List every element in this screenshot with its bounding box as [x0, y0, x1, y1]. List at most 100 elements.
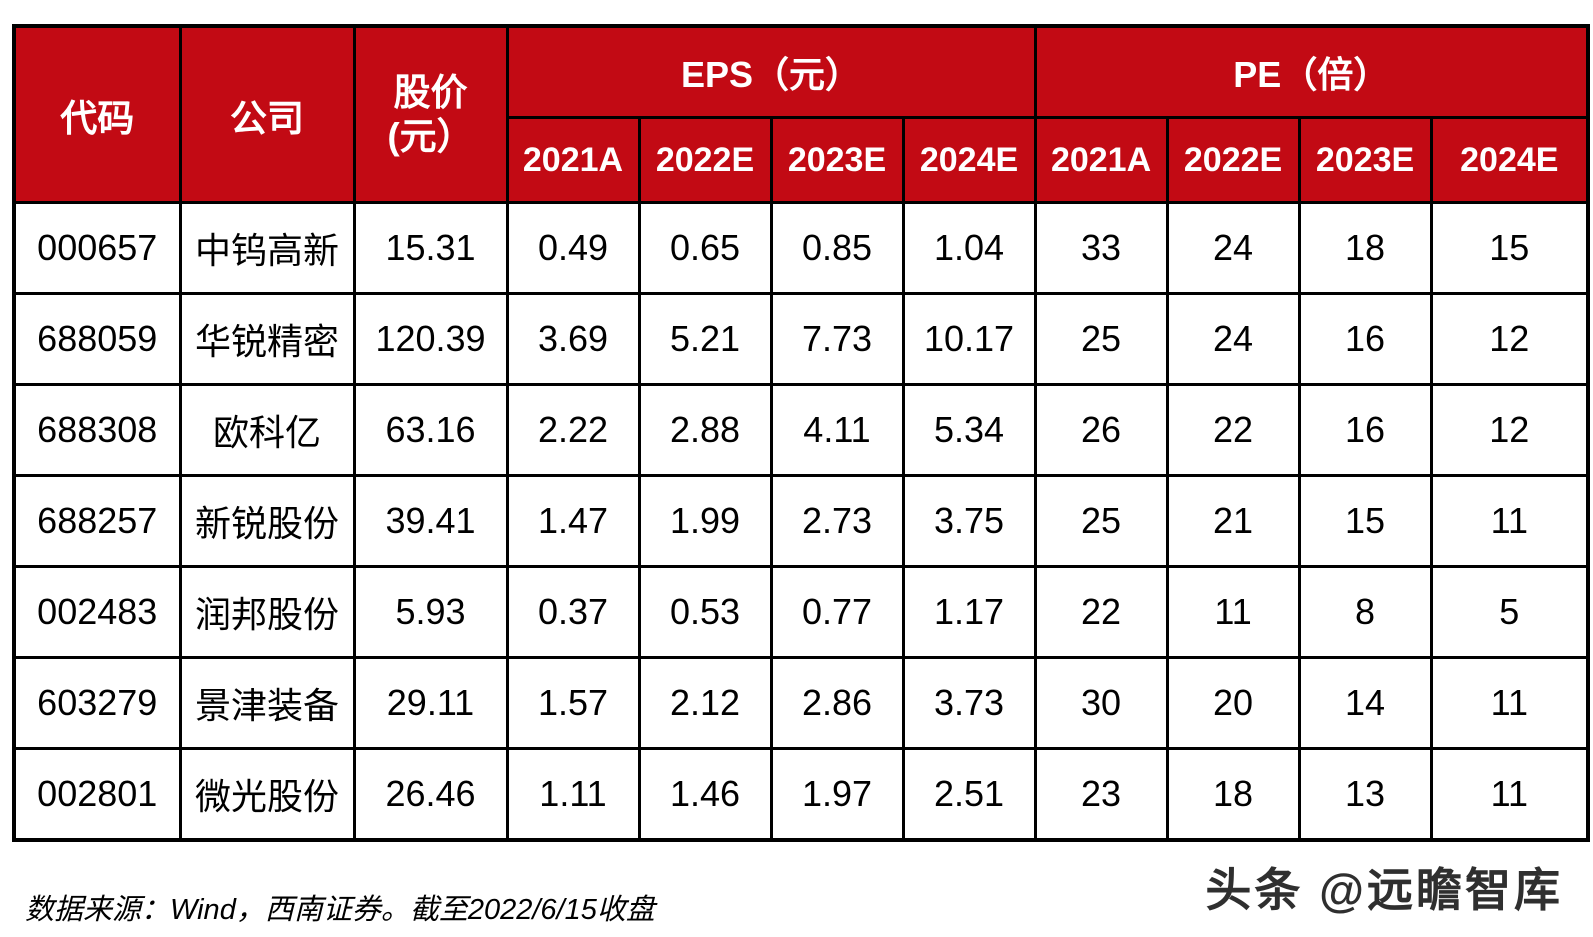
header-pe-year-2022E: 2022E	[1165, 116, 1301, 204]
cell-eps-2023e: 0.77	[769, 565, 905, 659]
table-row: 002483 润邦股份 5.93 0.37 0.53 0.77 1.17 22 11 8 5	[12, 565, 1590, 659]
cell-pe-2021a: 26	[1033, 383, 1169, 477]
cell-eps-2023e: 4.11	[769, 383, 905, 477]
cell-code: 688257	[12, 474, 182, 568]
cell-company: 欧科亿	[178, 383, 356, 477]
watermark: 头条 @远瞻智库	[1205, 864, 1563, 916]
cell-pe-2023e: 8	[1297, 565, 1433, 659]
cell-pe-2021a: 33	[1033, 201, 1169, 295]
header-eps-year-2024E: 2024E	[901, 116, 1037, 204]
cell-pe-2022e: 20	[1165, 656, 1301, 750]
cell-pe-2024e: 15	[1429, 201, 1590, 295]
cell-price: 39.41	[352, 474, 509, 568]
header-group-row: 代码 公司 股价 (元） EPS（元） PE（倍）	[12, 24, 1590, 204]
header-year-row: 2021A 2022E 2023E 2024E 2021A 2022E 2023E 2024E	[14, 116, 1590, 204]
cell-company: 新锐股份	[178, 474, 356, 568]
cell-eps-2024e: 3.73	[901, 656, 1037, 750]
cell-eps-2021a: 1.57	[505, 656, 641, 750]
cell-price: 63.16	[352, 383, 509, 477]
cell-price: 15.31	[352, 201, 509, 295]
header-price-line2: (元）	[387, 115, 474, 157]
cell-pe-2021a: 22	[1033, 565, 1169, 659]
cell-code: 603279	[12, 656, 182, 750]
header-pe-year-2021A: 2021A	[1033, 116, 1169, 204]
table-header: 代码 公司 股价 (元） EPS（元） PE（倍） 2021A 2022E 2023…	[12, 24, 1590, 204]
table-row: 688308 欧科亿 63.16 2.22 2.88 4.11 5.34 26 22 16 12	[12, 383, 1590, 477]
cell-code: 002801	[12, 747, 182, 842]
cell-code: 000657	[12, 201, 182, 295]
cell-pe-2021a: 25	[1033, 474, 1169, 568]
cell-price: 5.93	[352, 565, 509, 659]
cell-pe-2024e: 11	[1429, 747, 1590, 842]
cell-eps-2023e: 1.97	[769, 747, 905, 842]
cell-eps-2024e: 1.17	[901, 565, 1037, 659]
cell-price: 120.39	[352, 292, 509, 386]
cell-pe-2021a: 30	[1033, 656, 1169, 750]
cell-eps-2021a: 3.69	[505, 292, 641, 386]
table-body: 000657 中钨高新 15.31 0.49 0.65 0.85 1.04 33 24 18 15 6…	[12, 201, 1590, 842]
cell-company: 中钨高新	[178, 201, 356, 295]
cell-code: 002483	[12, 565, 182, 659]
cell-eps-2021a: 0.37	[505, 565, 641, 659]
cell-price: 26.46	[352, 747, 509, 842]
valuation-table: 代码 公司 股价 (元） EPS（元） PE（倍） 2021A 2022E 2023…	[12, 24, 1591, 842]
header-code: 代码	[12, 24, 182, 204]
cell-code: 688059	[12, 292, 182, 386]
cell-pe-2023e: 14	[1297, 656, 1433, 750]
header-eps-year-2021A: 2021A	[505, 116, 641, 204]
header-pe-year-2023E: 2023E	[1297, 116, 1433, 204]
cell-pe-2023e: 16	[1297, 383, 1433, 477]
table-row: 688257 新锐股份 39.41 1.47 1.99 2.73 3.75 25 21 15 11	[12, 474, 1590, 568]
cell-pe-2023e: 15	[1297, 474, 1433, 568]
cell-eps-2022e: 0.65	[637, 201, 773, 295]
cell-pe-2022e: 22	[1165, 383, 1301, 477]
cell-eps-2022e: 1.46	[637, 747, 773, 842]
cell-eps-2023e: 2.86	[769, 656, 905, 750]
cell-pe-2024e: 5	[1429, 565, 1590, 659]
cell-company: 华锐精密	[178, 292, 356, 386]
header-pe-year-2024E: 2024E	[1429, 116, 1590, 204]
cell-price: 29.11	[352, 656, 509, 750]
cell-pe-2022e: 18	[1165, 747, 1301, 842]
cell-eps-2024e: 1.04	[901, 201, 1037, 295]
table-row: 688059 华锐精密 120.39 3.69 5.21 7.73 10.17 25 24 16 1…	[12, 292, 1590, 386]
cell-pe-2021a: 25	[1033, 292, 1169, 386]
cell-pe-2022e: 11	[1165, 565, 1301, 659]
cell-pe-2022e: 21	[1165, 474, 1301, 568]
cell-company: 润邦股份	[178, 565, 356, 659]
cell-eps-2024e: 10.17	[901, 292, 1037, 386]
cell-eps-2024e: 5.34	[901, 383, 1037, 477]
cell-pe-2023e: 18	[1297, 201, 1433, 295]
header-eps-year-2023E: 2023E	[769, 116, 905, 204]
cell-pe-2024e: 12	[1429, 383, 1590, 477]
table-row: 000657 中钨高新 15.31 0.49 0.65 0.85 1.04 33 24 18 15	[12, 201, 1590, 295]
table-row: 603279 景津装备 29.11 1.57 2.12 2.86 3.73 30 20 14 11	[12, 656, 1590, 750]
header-price-line1: 股价	[393, 71, 468, 113]
cell-eps-2021a: 2.22	[505, 383, 641, 477]
cell-company: 微光股份	[178, 747, 356, 842]
cell-pe-2022e: 24	[1165, 292, 1301, 386]
table-row: 002801 微光股份 26.46 1.11 1.46 1.97 2.51 23 18 13 11	[12, 747, 1590, 842]
header-company: 公司	[178, 24, 356, 204]
cell-eps-2022e: 2.12	[637, 656, 773, 750]
source-note: 数据来源：Wind，西南证券。截至2022/6/15收盘	[25, 894, 655, 926]
header-price: 股价 (元）	[352, 24, 509, 204]
cell-pe-2024e: 11	[1429, 474, 1590, 568]
cell-eps-2021a: 0.49	[505, 201, 641, 295]
cell-pe-2021a: 23	[1033, 747, 1169, 842]
cell-company: 景津装备	[178, 656, 356, 750]
cell-eps-2023e: 2.73	[769, 474, 905, 568]
cell-pe-2024e: 12	[1429, 292, 1590, 386]
cell-eps-2024e: 2.51	[901, 747, 1037, 842]
cell-eps-2024e: 3.75	[901, 474, 1037, 568]
cell-eps-2022e: 5.21	[637, 292, 773, 386]
header-pe-group: PE（倍）	[1033, 24, 1590, 119]
cell-pe-2024e: 11	[1429, 656, 1590, 750]
cell-pe-2023e: 13	[1297, 747, 1433, 842]
cell-pe-2023e: 16	[1297, 292, 1433, 386]
cell-pe-2022e: 24	[1165, 201, 1301, 295]
cell-eps-2022e: 1.99	[637, 474, 773, 568]
cell-eps-2021a: 1.11	[505, 747, 641, 842]
cell-eps-2022e: 2.88	[637, 383, 773, 477]
cell-eps-2023e: 7.73	[769, 292, 905, 386]
